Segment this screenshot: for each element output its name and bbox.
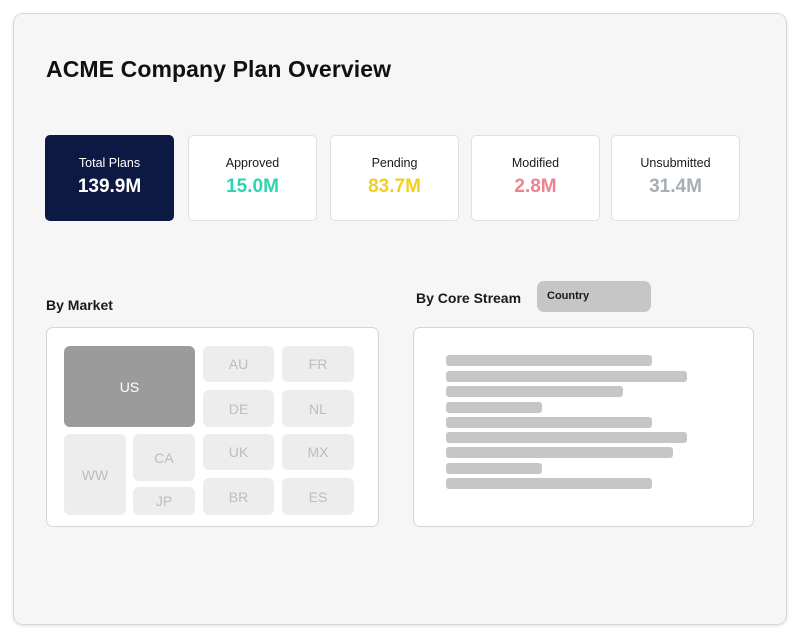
kpi-value: 139.9M	[77, 176, 142, 197]
placeholder-bar	[446, 478, 652, 489]
placeholder-bar	[446, 402, 542, 413]
kpi-label: Total Plans	[78, 156, 141, 170]
market-tile-ca[interactable]: CA	[133, 434, 195, 481]
placeholder-bar	[446, 355, 652, 366]
page-title: ACME Company Plan Overview	[46, 56, 392, 82]
by-market-heading: By Market	[46, 297, 113, 313]
by-core-stream-heading: By Core Stream	[416, 290, 522, 306]
market-tile-nl[interactable]: NL	[282, 390, 354, 427]
placeholder-bar	[446, 417, 652, 428]
market-tile-jp[interactable]: JP	[133, 487, 195, 515]
kpi-value: 83.7M	[368, 176, 421, 197]
dropdown-value: Country	[547, 290, 590, 302]
dashboard-card	[13, 13, 787, 625]
market-tile-de[interactable]: DE	[203, 390, 274, 427]
market-tile-es[interactable]: ES	[282, 478, 354, 515]
kpi-value: 2.8M	[514, 176, 557, 197]
market-tile-br[interactable]: BR	[203, 478, 274, 515]
kpi-label: Approved	[225, 156, 280, 170]
market-tile-uk[interactable]: UK	[203, 434, 274, 470]
kpi-modified[interactable]: Modified 2.8M	[471, 135, 600, 221]
kpi-label: Unsubmitted	[640, 156, 711, 170]
kpi-label: Modified	[511, 156, 560, 170]
market-tile-au[interactable]: AU	[203, 346, 274, 382]
placeholder-bar	[446, 432, 687, 443]
kpi-approved[interactable]: Approved 15.0M	[188, 135, 317, 221]
kpi-label: Pending	[371, 156, 418, 170]
market-tile-mx[interactable]: MX	[282, 434, 354, 470]
market-tile-us[interactable]: US	[64, 346, 195, 427]
stream-grouping-dropdown[interactable]: Country	[537, 281, 651, 312]
market-tile-fr[interactable]: FR	[282, 346, 354, 382]
kpi-unsubmitted[interactable]: Unsubmitted 31.4M	[611, 135, 740, 221]
market-tile-ww[interactable]: WW	[64, 434, 126, 515]
placeholder-bar	[446, 447, 673, 458]
kpi-value: 15.0M	[226, 176, 279, 197]
placeholder-bar	[446, 463, 542, 474]
kpi-pending[interactable]: Pending 83.7M	[330, 135, 459, 221]
placeholder-bar	[446, 371, 687, 382]
placeholder-bar	[446, 386, 623, 397]
kpi-value: 31.4M	[649, 176, 702, 197]
kpi-total-plans[interactable]: Total Plans 139.9M	[45, 135, 174, 221]
